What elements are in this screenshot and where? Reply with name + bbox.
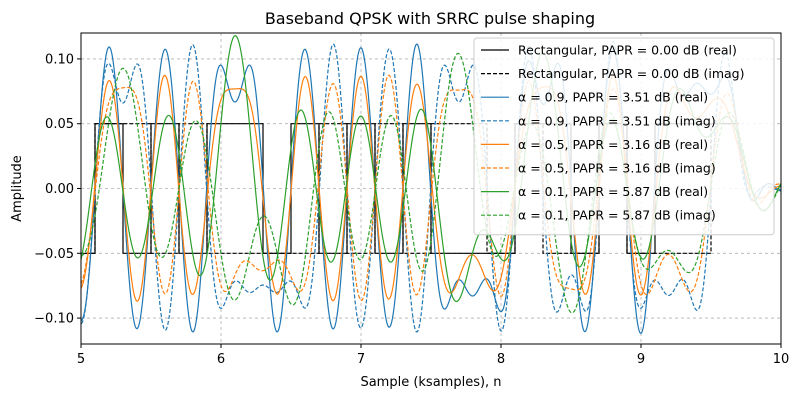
y-tick-label-3: 0.05 xyxy=(45,117,74,132)
x-tick-label-2: 7 xyxy=(357,352,365,367)
legend-label-3: α = 0.9, PAPR = 3.51 dB (imag) xyxy=(518,113,716,128)
chart-title: Baseband QPSK with SRRC pulse shaping xyxy=(265,9,595,28)
series-line-3 xyxy=(81,40,781,333)
legend-label-1: Rectangular, PAPR = 0.00 dB (imag) xyxy=(518,66,744,81)
x-tick-label-5: 10 xyxy=(773,352,790,367)
y-tick-label-1: −0.05 xyxy=(34,247,74,262)
legend-label-0: Rectangular, PAPR = 0.00 dB (real) xyxy=(518,43,737,58)
y-tick-label-2: 0.00 xyxy=(45,182,74,197)
x-tick-label-4: 9 xyxy=(637,352,645,367)
legend-box xyxy=(473,37,775,236)
x-tick-label-3: 8 xyxy=(497,352,505,367)
legend-label-2: α = 0.9, PAPR = 3.51 dB (real) xyxy=(518,90,708,105)
x-axis-label: Sample (ksamples), n xyxy=(360,375,501,390)
legend-label-4: α = 0.5, PAPR = 3.16 dB (real) xyxy=(518,137,708,152)
series-line-7 xyxy=(81,52,781,314)
x-tick-label-0: 5 xyxy=(77,352,85,367)
series-line-5 xyxy=(81,74,781,302)
y-tick-label-4: 0.10 xyxy=(45,52,74,67)
x-axis: 5 6 7 8 9 10 xyxy=(77,344,789,367)
legend-label-5: α = 0.5, PAPR = 3.16 dB (imag) xyxy=(518,161,716,176)
legend: Rectangular, PAPR = 0.00 dB (real) Rectan… xyxy=(473,37,775,236)
x-tick-label-1: 6 xyxy=(217,352,225,367)
series-layer xyxy=(81,35,781,334)
legend-label-7: α = 0.1, PAPR = 5.87 dB (imag) xyxy=(518,208,716,223)
y-axis: −0.10 −0.05 0.00 0.05 0.10 xyxy=(34,52,81,327)
y-tick-label-0: −0.10 xyxy=(34,312,74,327)
y-axis-label: Amplitude xyxy=(10,155,25,222)
legend-label-6: α = 0.1, PAPR = 5.87 dB (real) xyxy=(518,184,708,199)
